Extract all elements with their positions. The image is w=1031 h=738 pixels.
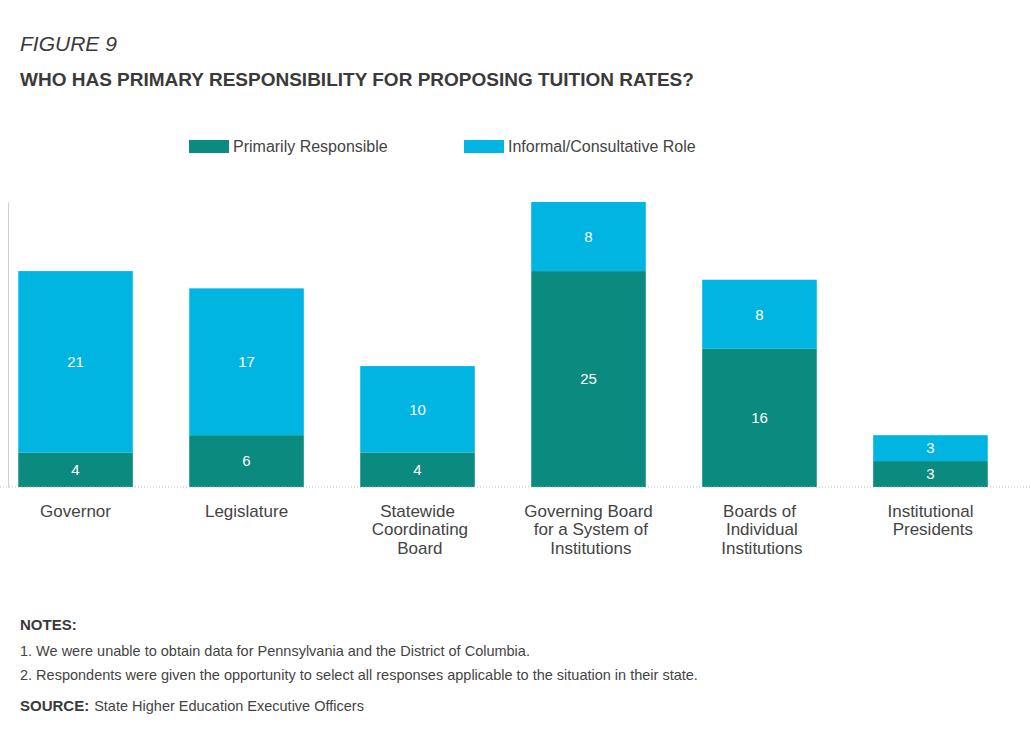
y-axis-line xyxy=(8,203,9,488)
bar-segment xyxy=(360,452,475,487)
legend-label: Primarily Responsible xyxy=(233,138,388,155)
bar-segment xyxy=(189,435,304,487)
legend-swatch xyxy=(464,140,504,153)
x-tick-label-line: Presidents xyxy=(888,520,973,539)
bar-segment xyxy=(189,288,304,435)
data-label: 4 xyxy=(71,461,79,478)
x-tick: Statewide Coordinating Board xyxy=(367,502,468,558)
data-label: 16 xyxy=(751,409,768,426)
x-tick-label-line: Governing Board xyxy=(524,502,653,521)
x-tick-label: Institutional Presidents xyxy=(887,502,973,539)
bar-segment xyxy=(18,271,133,452)
data-label: 10 xyxy=(409,401,426,418)
data-label: 8 xyxy=(584,228,592,245)
data-label: 4 xyxy=(413,461,421,478)
bar-segment xyxy=(873,435,988,461)
x-tick-label-line: Institutions xyxy=(545,539,631,558)
data-label: 3 xyxy=(926,465,934,482)
data-label: 8 xyxy=(755,306,763,323)
notes-heading: NOTES: xyxy=(20,616,77,633)
x-tick-label-line: Statewide xyxy=(380,502,455,521)
grid xyxy=(0,487,1031,488)
x-axis: Governor Legislature Statewide Coordinatin… xyxy=(40,502,973,558)
x-tick-label-line: Governor xyxy=(40,502,111,521)
bar-segment xyxy=(873,461,988,487)
note: 2. Respondents were given the opportunit… xyxy=(20,667,698,683)
x-tick-label-line: Individual xyxy=(721,520,798,539)
legend-item: Informal/Consultative Role xyxy=(464,138,696,155)
legend-item: Primarily Responsible xyxy=(189,138,388,155)
bar-segment xyxy=(360,366,475,452)
x-tick-label-line: for a System of xyxy=(529,520,648,539)
x-tick: Institutional Presidents xyxy=(887,502,973,539)
legend-label: Informal/Consultative Role xyxy=(508,138,696,155)
data-labels: 4 6 4 25 16 3 21 17 10 8 8 3 xyxy=(67,228,934,482)
grid-line xyxy=(0,487,1031,488)
data-label: 25 xyxy=(580,370,597,387)
x-tick: Governing Board for a System of Institut… xyxy=(524,502,653,558)
x-tick: Governor xyxy=(40,502,111,521)
x-tick-label-line: Boards of xyxy=(723,502,796,521)
x-tick: Boards of Individual Institutions xyxy=(716,502,802,558)
source-label: SOURCE: xyxy=(20,697,89,714)
x-tick-label-line: Coordinating xyxy=(367,520,468,539)
note: 1. We were unable to obtain data for Pen… xyxy=(20,643,530,659)
data-label: 17 xyxy=(238,353,255,370)
bar-segment xyxy=(702,280,817,349)
x-tick-label: Boards of Individual Institutions xyxy=(716,502,802,558)
data-label: 6 xyxy=(242,452,250,469)
figure-label: FIGURE 9 xyxy=(20,32,117,55)
data-label: 21 xyxy=(67,353,84,370)
bar-segment xyxy=(702,349,817,487)
x-tick-label-line: Legislature xyxy=(205,502,288,521)
x-tick-label: Legislature xyxy=(205,502,288,521)
x-tick-label-line: Institutional xyxy=(887,502,973,521)
source: State Higher Education Executive Officer… xyxy=(94,698,364,714)
title: WHO HAS PRIMARY RESPONSIBILITY FOR PROPO… xyxy=(20,69,694,90)
bar-segment xyxy=(531,202,646,271)
x-tick-label: Statewide Coordinating Board xyxy=(367,502,468,558)
x-tick-label-line: Board xyxy=(392,539,442,558)
y-axis xyxy=(8,203,10,488)
x-tick-label: Governor xyxy=(40,502,111,521)
bars xyxy=(18,202,987,487)
bar-segment xyxy=(18,452,133,487)
bar-segment xyxy=(531,271,646,487)
chart: FIGURE 9 WHO HAS PRIMARY RESPONSIBILITY F… xyxy=(0,0,1031,738)
legend-swatch xyxy=(189,140,229,153)
x-tick-label-line: Institutions xyxy=(716,539,802,558)
x-tick: Legislature xyxy=(205,502,288,521)
data-label: 3 xyxy=(926,439,934,456)
x-tick-label: Governing Board for a System of Institut… xyxy=(524,502,653,558)
